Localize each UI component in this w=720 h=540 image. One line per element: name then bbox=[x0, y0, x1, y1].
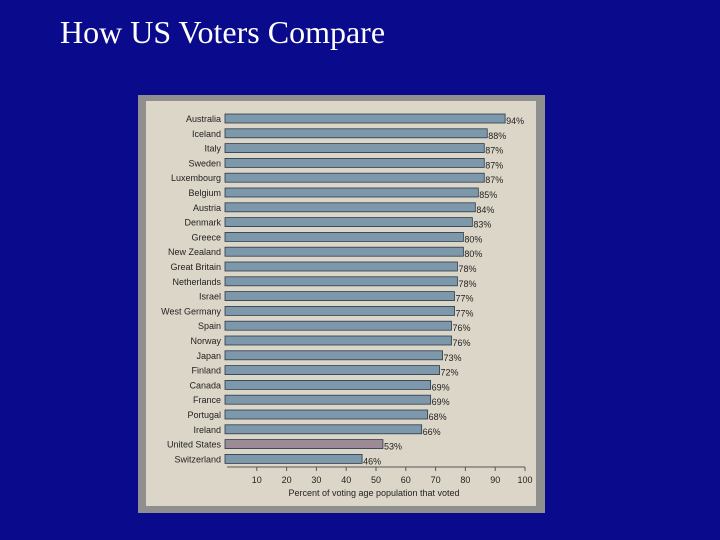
value-label: 88% bbox=[488, 131, 506, 141]
bar-west-germany bbox=[224, 305, 455, 316]
x-axis-title: Percent of voting age population that vo… bbox=[288, 488, 459, 498]
value-label: 76% bbox=[452, 323, 470, 333]
bar-australia bbox=[224, 113, 506, 124]
value-label: 85% bbox=[479, 190, 497, 200]
x-tick-label: 80 bbox=[460, 475, 470, 485]
value-label: 78% bbox=[458, 279, 476, 289]
category-label: Israel bbox=[199, 292, 221, 302]
bar-belgium bbox=[224, 187, 479, 198]
value-label: 69% bbox=[432, 382, 450, 392]
slide-title: How US Voters Compare bbox=[60, 14, 386, 50]
bar-italy bbox=[224, 143, 485, 153]
value-label: 87% bbox=[485, 146, 503, 156]
bar-iceland bbox=[224, 128, 488, 139]
category-label: Spain bbox=[198, 321, 221, 331]
bar-chart: Australia 94% Iceland 88% Italy 87% Sweden 87% L… bbox=[146, 101, 536, 506]
bar-spain bbox=[224, 320, 452, 331]
category-label: Iceland bbox=[192, 129, 221, 139]
x-tick-label: 40 bbox=[341, 475, 351, 485]
bar-switzerland bbox=[224, 453, 363, 464]
x-tick-label: 30 bbox=[311, 475, 321, 485]
value-label: 87% bbox=[485, 175, 503, 185]
category-label: Norway bbox=[190, 336, 221, 346]
bar-sweden bbox=[224, 158, 485, 168]
category-label: Switzerland bbox=[174, 454, 221, 464]
value-label: 78% bbox=[458, 264, 476, 274]
value-label: 69% bbox=[432, 397, 450, 407]
category-label: United States bbox=[167, 440, 222, 450]
x-tick-label: 10 bbox=[252, 475, 262, 485]
value-label: 87% bbox=[485, 160, 503, 170]
bar-denmark bbox=[224, 217, 473, 227]
category-label: Netherlands bbox=[172, 277, 221, 287]
bar-canada bbox=[224, 379, 432, 390]
bar-new-zealand bbox=[224, 246, 464, 257]
x-tick-label: 90 bbox=[490, 475, 500, 485]
category-label: Finland bbox=[191, 366, 221, 376]
x-tick-label: 60 bbox=[401, 475, 411, 485]
value-label: 94% bbox=[506, 116, 524, 126]
chart-frame: Australia 94% Iceland 88% Italy 87% Sweden 87% L… bbox=[138, 95, 545, 513]
bar-france bbox=[224, 394, 432, 405]
value-label: 77% bbox=[455, 308, 473, 318]
category-label: Luxembourg bbox=[171, 173, 221, 183]
x-tick-label: 20 bbox=[282, 475, 292, 485]
bar-great-britain bbox=[224, 261, 458, 272]
bar-greece bbox=[224, 231, 464, 242]
bar-luxembourg bbox=[224, 172, 485, 183]
category-label: New Zealand bbox=[168, 247, 221, 257]
value-label: 76% bbox=[452, 338, 470, 348]
value-label: 46% bbox=[363, 456, 381, 466]
category-label: Australia bbox=[186, 114, 221, 124]
category-label: Portugal bbox=[187, 410, 221, 420]
category-label: West Germany bbox=[161, 306, 221, 316]
category-label: Ireland bbox=[193, 425, 221, 435]
value-label: 68% bbox=[429, 412, 447, 422]
category-label: Denmark bbox=[184, 218, 221, 228]
category-label: Great Britain bbox=[170, 262, 221, 272]
bar-finland bbox=[224, 365, 440, 376]
value-label: 53% bbox=[384, 442, 402, 452]
bar-japan bbox=[224, 350, 443, 361]
category-label: Austria bbox=[193, 203, 221, 213]
category-label: Japan bbox=[196, 351, 221, 361]
bar-ireland bbox=[224, 424, 423, 435]
value-label: 72% bbox=[441, 368, 459, 378]
value-label: 80% bbox=[464, 234, 482, 244]
category-label: Canada bbox=[189, 380, 221, 390]
bar-austria bbox=[224, 202, 476, 213]
category-label: Sweden bbox=[188, 158, 221, 168]
category-label: Greece bbox=[191, 232, 221, 242]
value-label: 73% bbox=[444, 353, 462, 363]
category-label: Belgium bbox=[188, 188, 221, 198]
x-tick-label: 50 bbox=[371, 475, 381, 485]
bar-israel bbox=[224, 291, 455, 302]
value-label: 66% bbox=[423, 427, 441, 437]
value-label: 84% bbox=[476, 205, 494, 215]
category-label: France bbox=[193, 395, 221, 405]
bar-united-states bbox=[224, 439, 384, 450]
bar-portugal bbox=[224, 409, 429, 420]
value-label: 80% bbox=[464, 249, 482, 259]
x-tick-label: 70 bbox=[431, 475, 441, 485]
category-label: Italy bbox=[204, 144, 221, 154]
value-label: 77% bbox=[455, 294, 473, 304]
value-label: 83% bbox=[473, 220, 491, 230]
bar-norway bbox=[224, 335, 452, 346]
plot-background bbox=[146, 101, 536, 506]
bar-netherlands bbox=[224, 276, 458, 287]
x-tick-label: 100 bbox=[517, 475, 532, 485]
